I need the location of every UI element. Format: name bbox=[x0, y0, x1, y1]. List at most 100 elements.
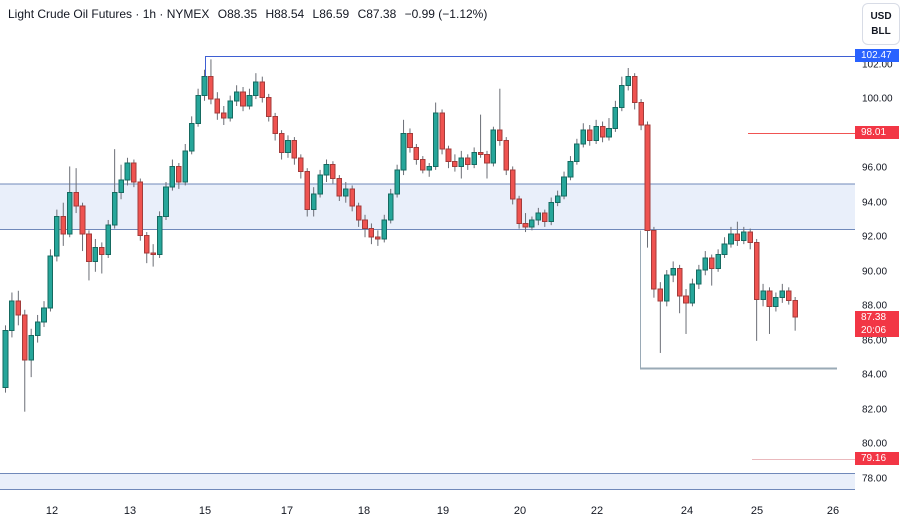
candle-down bbox=[734, 233, 741, 242]
candle-up bbox=[28, 335, 34, 361]
symbol-legend[interactable]: Light Crude Oil Futures · 1h · NYMEX O88… bbox=[8, 6, 492, 22]
candle-up bbox=[54, 216, 60, 257]
candle-down bbox=[638, 102, 644, 126]
candle-down bbox=[355, 205, 362, 221]
candle-up bbox=[381, 219, 388, 240]
candle-down bbox=[676, 267, 683, 297]
candle-up bbox=[156, 216, 163, 256]
chart-pane[interactable] bbox=[0, 0, 856, 497]
unit-selector[interactable]: USD BLL bbox=[862, 3, 900, 45]
candle-down bbox=[420, 159, 426, 171]
candle-down bbox=[21, 314, 28, 361]
time-tick: 13 bbox=[123, 505, 137, 517]
candle-up bbox=[574, 143, 580, 162]
candle-down bbox=[766, 290, 773, 307]
candle-up bbox=[689, 283, 696, 304]
price-tick: 94.00 bbox=[862, 197, 888, 209]
candle-up bbox=[310, 193, 317, 211]
time-tick: 25 bbox=[750, 505, 764, 517]
candle-up bbox=[387, 193, 394, 221]
candle-down bbox=[509, 169, 516, 200]
candle-down bbox=[477, 152, 484, 155]
candle-up bbox=[773, 297, 779, 307]
price-tick: 96.00 bbox=[862, 162, 888, 174]
ohlc-high: H88.54 bbox=[265, 7, 305, 21]
candle-down bbox=[86, 233, 92, 262]
candle-up bbox=[696, 269, 702, 285]
candle-up bbox=[702, 257, 709, 271]
candle-up bbox=[169, 165, 176, 188]
candle-down bbox=[484, 153, 490, 164]
price-level-badge: 79.16 bbox=[855, 451, 899, 465]
candle-down bbox=[516, 198, 522, 224]
candle-up bbox=[760, 290, 766, 300]
candle-down bbox=[599, 126, 606, 138]
unit-measure[interactable]: BLL bbox=[871, 25, 891, 37]
time-tick: 26 bbox=[826, 505, 840, 517]
price-level-badge: 98.01 bbox=[855, 126, 899, 140]
candle-down bbox=[79, 205, 86, 235]
candle-down bbox=[541, 212, 548, 223]
candle-up bbox=[195, 95, 201, 124]
candle-down bbox=[522, 222, 529, 228]
candle-up bbox=[593, 126, 599, 142]
candle-down bbox=[73, 191, 79, 207]
candle-down bbox=[349, 188, 355, 207]
price-tick: 84.00 bbox=[862, 369, 888, 381]
candle-down bbox=[291, 140, 298, 159]
candle-down bbox=[208, 76, 214, 100]
unit-currency[interactable]: USD bbox=[870, 10, 892, 22]
candle-up bbox=[317, 174, 323, 195]
ohlc-low: L86.59 bbox=[312, 7, 350, 21]
ohlc-close: C87.38 bbox=[357, 7, 397, 21]
candle-down bbox=[220, 112, 227, 119]
candle-up bbox=[41, 307, 47, 323]
candle-down bbox=[644, 124, 651, 231]
candle-up bbox=[400, 133, 407, 171]
time-tick: 22 bbox=[590, 505, 604, 517]
time-tick: 12 bbox=[45, 505, 59, 517]
candle-up bbox=[285, 140, 291, 154]
candle-down bbox=[657, 288, 664, 302]
candle-down bbox=[708, 257, 715, 269]
candle-up bbox=[554, 195, 561, 204]
candle-down bbox=[362, 219, 368, 230]
price-tick: 82.00 bbox=[862, 404, 888, 416]
ohlc-open: O88.35 bbox=[217, 7, 258, 21]
candle-up bbox=[394, 169, 400, 195]
candle-down bbox=[631, 76, 638, 104]
candle-up bbox=[779, 290, 786, 299]
price-tick: 102.00 bbox=[862, 59, 893, 71]
time-axis[interactable]: 12 13 15 17 18 19 20 22 24 25 26 bbox=[0, 497, 900, 530]
candle-down bbox=[413, 146, 420, 161]
candle-up bbox=[233, 91, 240, 102]
candle-down bbox=[497, 129, 503, 142]
candle-up bbox=[201, 76, 208, 97]
candle-up bbox=[227, 100, 233, 119]
candle-down bbox=[240, 91, 246, 107]
candle-up bbox=[721, 243, 728, 256]
candle-up bbox=[105, 224, 112, 256]
candle-up bbox=[606, 127, 612, 138]
candle-down bbox=[407, 133, 413, 148]
candlestick-chart[interactable] bbox=[0, 0, 856, 497]
candle-up bbox=[663, 274, 670, 302]
candle-down bbox=[586, 129, 593, 142]
candle-up bbox=[342, 188, 349, 197]
candle-up bbox=[535, 212, 542, 221]
time-tick: 20 bbox=[513, 505, 527, 517]
price-tick: 86.00 bbox=[862, 335, 888, 347]
candle-down bbox=[785, 290, 792, 301]
last-price-badge: 87.38 20:06 bbox=[855, 310, 899, 337]
candle-down bbox=[278, 133, 285, 154]
candle-down bbox=[747, 231, 754, 243]
candle-up bbox=[253, 81, 259, 97]
price-tick: 92.00 bbox=[862, 231, 888, 243]
candle-up bbox=[66, 191, 73, 235]
candle-down bbox=[452, 160, 458, 167]
candle-up bbox=[458, 157, 465, 167]
candle-down bbox=[368, 228, 375, 238]
price-axis[interactable]: USD BLL 102.00 100.00 96.00 94.00 92.00 90.00… bbox=[855, 0, 900, 497]
candle-down bbox=[792, 299, 798, 318]
candle-up bbox=[9, 300, 15, 331]
